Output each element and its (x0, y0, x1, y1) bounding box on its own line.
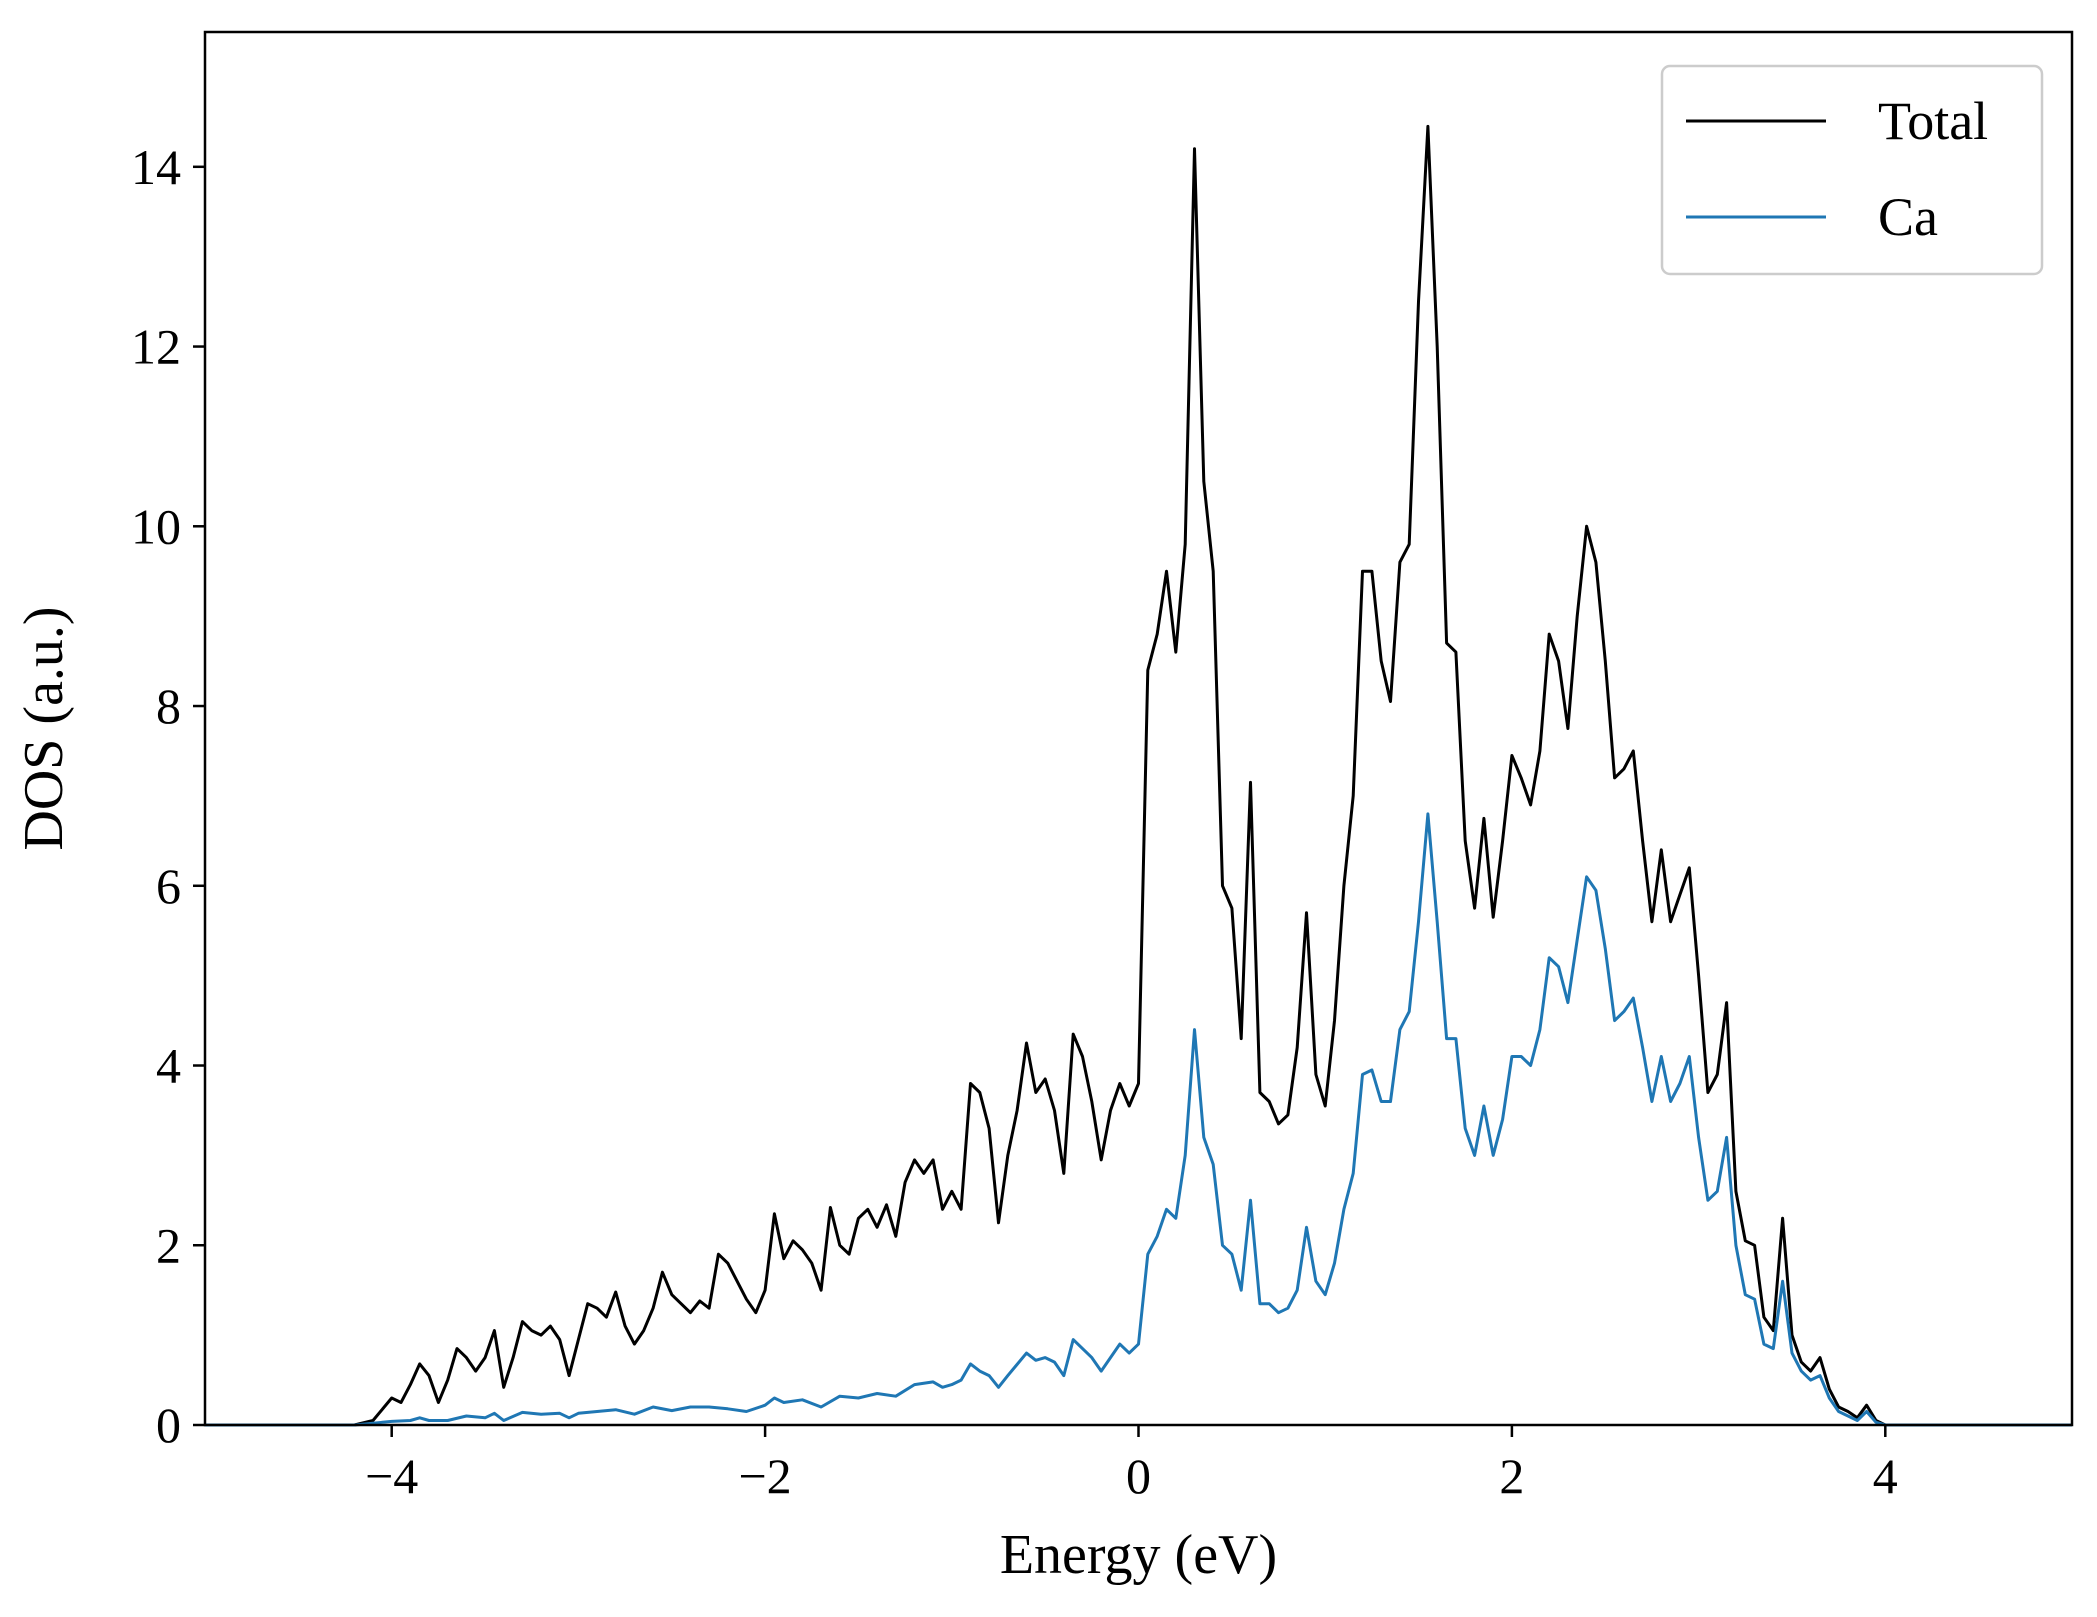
legend: Total Ca (1660, 64, 2044, 276)
x-tick-label: 2 (1499, 1448, 1524, 1504)
y-tick-label: 8 (156, 678, 181, 734)
series-line-total (205, 124, 2072, 1427)
x-tick-label: −4 (365, 1448, 418, 1504)
legend-box (1660, 64, 2044, 276)
x-tick-label: −2 (738, 1448, 791, 1504)
y-tick-label: 2 (156, 1217, 181, 1273)
ticks-layer: −4 −2 0 2 4 0 2 4 6 8 10 12 14 (131, 139, 1898, 1504)
series-line-ca (205, 812, 2072, 1427)
y-tick-label: 10 (131, 498, 181, 554)
y-tick-label: 12 (131, 319, 181, 375)
legend-entries: Total Ca (1686, 91, 1988, 247)
x-tick-label: 0 (1126, 1448, 1151, 1504)
y-tick-label: 14 (131, 139, 181, 195)
y-tick-label: 4 (156, 1038, 181, 1094)
series-layer (205, 124, 2072, 1427)
y-axis-label: DOS (a.u.) (13, 606, 75, 850)
x-tick-label: 4 (1873, 1448, 1898, 1504)
y-tick-label: 6 (156, 858, 181, 914)
legend-label-ca: Ca (1878, 187, 1938, 247)
x-axis-label: Energy (eV) (1000, 1524, 1277, 1586)
y-tick-label: 0 (156, 1397, 181, 1453)
legend-label-total: Total (1878, 91, 1988, 151)
